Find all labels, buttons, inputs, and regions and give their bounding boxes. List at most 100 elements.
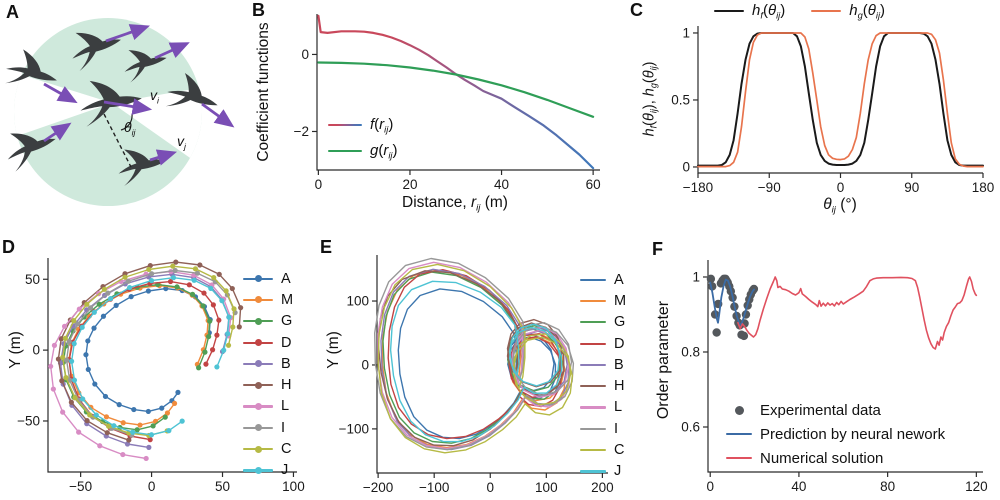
legend-line xyxy=(726,457,752,460)
x-tick-label: 0 xyxy=(486,480,494,495)
legend-line-swatch xyxy=(243,444,273,454)
panel-c-ylabel: hf(θij), hg(θij) xyxy=(641,62,658,137)
legend-item: Numerical solution xyxy=(726,446,945,470)
panel-c-plot: −180 −90 0 90 180 0 0.5 1 xyxy=(671,25,994,195)
legend-label: B xyxy=(281,355,291,372)
panel-f-legend: Experimental data Prediction by neural ne… xyxy=(726,398,945,470)
legend-line-swatch xyxy=(243,316,273,326)
panel-c-legend: hf(θij) hg(θij) xyxy=(714,2,885,20)
legend-line xyxy=(580,449,606,452)
legend-line xyxy=(726,433,752,436)
panel-b: B 0 20 40 60 0 −2 Coefficient functions Dista… xyxy=(250,0,622,232)
label-segment: ij xyxy=(648,109,659,114)
label-segment: ij xyxy=(831,204,836,216)
legend-item: L xyxy=(580,397,626,418)
velocity-j-label: vj xyxy=(177,133,187,152)
y-tick-label: 0 xyxy=(682,159,690,174)
legend-label: D xyxy=(281,334,292,351)
legend-label: L xyxy=(614,399,623,416)
legend-item: B xyxy=(580,354,626,375)
legend-marker-dot xyxy=(254,360,262,368)
legend-line-swatch xyxy=(243,359,273,369)
legend-label: J xyxy=(614,463,622,480)
x-tick-label: −90 xyxy=(758,180,781,195)
legend-label: I xyxy=(281,419,286,436)
legend-line-swatch xyxy=(580,339,606,349)
label-segment: ij xyxy=(388,150,393,161)
panel-a: A vi vj θij xyxy=(0,0,245,235)
legend-label: B xyxy=(614,356,624,373)
x-tick-label: 120 xyxy=(965,479,988,494)
velocity-i-label: vi xyxy=(150,87,160,106)
series-hg xyxy=(697,32,984,168)
legend-label: D xyxy=(614,335,625,352)
legend-line-swatch xyxy=(243,423,273,433)
legend-line-swatch xyxy=(580,360,606,370)
legend-label: G xyxy=(281,313,293,330)
legend-line-swatch xyxy=(811,6,842,16)
legend-item: B xyxy=(243,353,293,374)
label-segment: ( xyxy=(762,2,768,19)
legend-label: A xyxy=(281,270,291,287)
x-tick-label: −200 xyxy=(363,480,393,495)
series-g xyxy=(317,61,595,118)
series-J xyxy=(389,280,563,443)
y-tick-label: 0 xyxy=(361,357,369,372)
label-segment: h xyxy=(641,88,658,97)
panel-e-ylabel: Y (m) xyxy=(325,331,342,369)
legend-marker-dot xyxy=(254,275,262,283)
angle-dashed-line xyxy=(103,113,132,168)
y-tick-label: −50 xyxy=(17,413,40,428)
legend-item: G xyxy=(243,311,293,332)
legend-line-swatch xyxy=(243,295,273,305)
label-segment: r xyxy=(383,141,389,159)
y-tick-label: 0 xyxy=(32,343,40,358)
series-Numerical solution xyxy=(737,276,978,350)
series-f xyxy=(317,14,595,170)
legend-item: L xyxy=(243,396,293,417)
legend-line xyxy=(580,342,606,345)
x-tick-label: 0 xyxy=(706,479,714,494)
velocity-arrows xyxy=(43,24,235,166)
panel-f-ylabel: Order parameter xyxy=(655,300,672,420)
legend-line xyxy=(580,321,606,324)
label-segment: ( xyxy=(862,2,868,19)
y-tick-label: 100 xyxy=(346,294,369,309)
legend-line xyxy=(580,406,606,409)
legend-item: G xyxy=(580,312,626,333)
legend-line-swatch xyxy=(580,445,606,455)
panel-b-xlabel: Distance, rij (m) xyxy=(402,194,508,213)
legend-label: G xyxy=(614,314,626,331)
velocity-arrow xyxy=(43,82,78,104)
panel-f: F 0 40 80 120 1 0.8 0.6 Order parameter Experi… xyxy=(650,235,1000,500)
series-J xyxy=(69,275,232,438)
x-tick-label: 80 xyxy=(880,479,895,494)
legend-line xyxy=(811,10,842,13)
legend-line xyxy=(580,427,606,430)
bird-silhouette xyxy=(72,32,121,72)
legend-line-swatch xyxy=(580,381,606,391)
x-tick-label: 0 xyxy=(315,177,323,192)
legend-line-swatch xyxy=(328,120,362,130)
legend-line-swatch xyxy=(243,274,273,284)
x-tick-label: −50 xyxy=(69,479,92,494)
velocity-arrow xyxy=(149,149,178,166)
legend-label: f(rij) xyxy=(370,116,393,134)
velocity-arrow xyxy=(105,24,150,43)
y-tick-label: 0.8 xyxy=(681,344,700,359)
series-I xyxy=(374,257,575,451)
series-G xyxy=(382,271,563,444)
legend-line-swatch xyxy=(580,317,606,327)
x-tick-label: 20 xyxy=(402,177,417,192)
label-segment: ( xyxy=(641,78,658,84)
legend-line-swatch xyxy=(580,275,606,285)
legend-line xyxy=(580,470,606,473)
label-segment: ij xyxy=(875,10,881,21)
series-Experimental data xyxy=(706,274,759,341)
bird-silhouette xyxy=(118,149,167,187)
legend-item: Experimental data xyxy=(726,398,945,422)
legend-marker-dot xyxy=(254,317,262,325)
axes: −50 0 50 100 50 0 −50 xyxy=(17,258,305,494)
label-segment: h xyxy=(641,128,658,137)
